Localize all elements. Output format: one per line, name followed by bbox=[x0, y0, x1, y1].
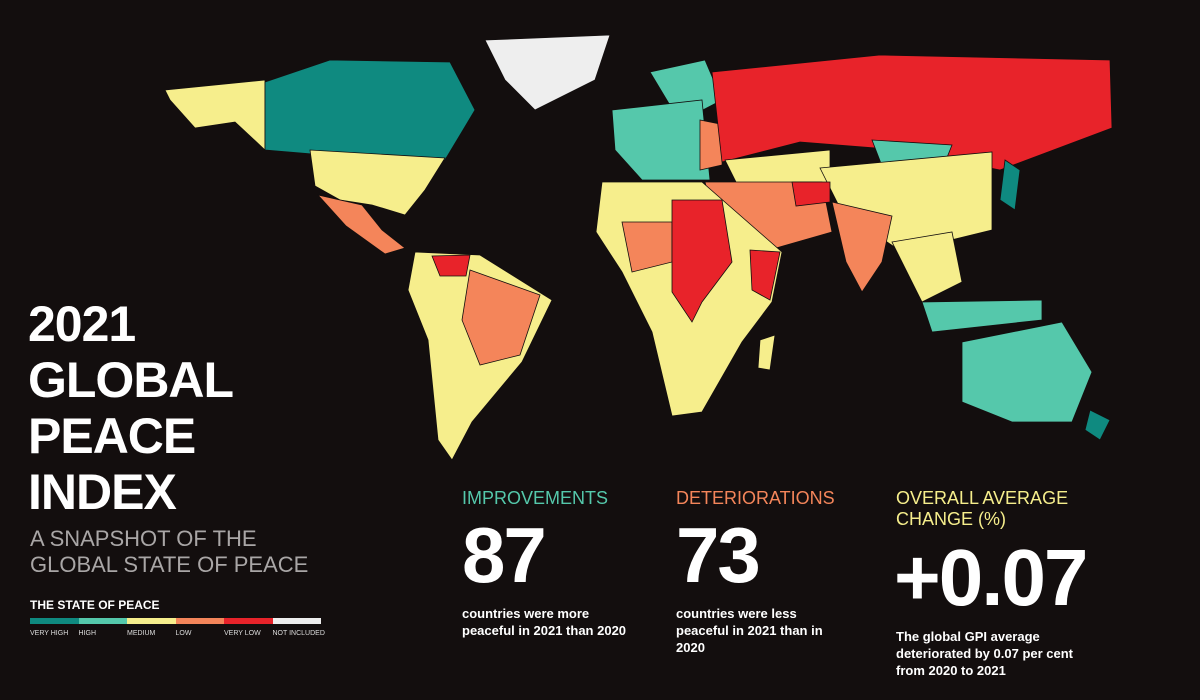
legend-item-high: HIGH bbox=[78, 618, 127, 638]
region-usa bbox=[309, 149, 446, 216]
region-brazil bbox=[461, 269, 541, 366]
legend-label: NOT INCLUDED bbox=[272, 630, 325, 637]
stat-heading: DETERIORATIONS bbox=[676, 488, 835, 508]
region-australia bbox=[961, 321, 1093, 423]
legend-label: HIGH bbox=[78, 630, 97, 637]
legend-title: THE STATE OF PEACE bbox=[30, 598, 160, 612]
region-japan bbox=[999, 159, 1021, 211]
legend-swatch bbox=[127, 618, 176, 624]
stat-improvements: IMPROVEMENTS 87 countries were more peac… bbox=[462, 488, 632, 639]
stat-heading: IMPROVEMENTS bbox=[462, 488, 609, 508]
stat-value: +0.07 bbox=[894, 533, 1088, 622]
legend-item-very-low: VERY LOW bbox=[224, 618, 273, 638]
legend-label: VERY LOW bbox=[224, 630, 261, 637]
subtitle-line: GLOBAL STATE OF PEACE bbox=[30, 552, 309, 577]
subtitle: A SNAPSHOT OF THE GLOBAL STATE OF PEACE bbox=[30, 526, 308, 578]
region-indonesia bbox=[921, 299, 1043, 333]
region-afghanistan bbox=[791, 181, 831, 207]
region-russia bbox=[711, 54, 1113, 171]
stat-overall-change: OVERALL AVERAGE CHANGE (%) +0.07 The glo… bbox=[894, 488, 1088, 679]
region-greenland bbox=[484, 34, 611, 111]
legend-item-medium: MEDIUM bbox=[127, 618, 176, 638]
legend-item-low: LOW bbox=[175, 618, 224, 638]
region-somalia bbox=[749, 249, 781, 301]
region-new-zealand bbox=[1084, 409, 1111, 441]
region-mexico-central-america bbox=[316, 194, 406, 255]
region-madagascar bbox=[757, 334, 776, 371]
legend-swatch bbox=[78, 618, 127, 624]
region-india bbox=[831, 201, 893, 293]
region-alaska bbox=[164, 79, 266, 151]
subtitle-line: A SNAPSHOT OF THE bbox=[30, 526, 257, 551]
legend-swatch bbox=[30, 618, 79, 624]
stat-value: 73 bbox=[676, 511, 761, 599]
stat-description: countries were more peaceful in 2021 tha… bbox=[462, 605, 627, 638]
legend-label: MEDIUM bbox=[127, 630, 156, 637]
stat-deteriorations: DETERIORATIONS 73 countries were less pe… bbox=[676, 488, 846, 656]
legend: VERY HIGH HIGH MEDIUM LOW VERY LOW NOT INCLUD… bbox=[30, 618, 325, 638]
title-line: GLOBAL bbox=[28, 352, 234, 408]
title-line: PEACE bbox=[28, 408, 196, 464]
stat-value: 87 bbox=[462, 511, 547, 599]
region-europe bbox=[611, 99, 711, 181]
title-line: 2021 bbox=[28, 296, 136, 352]
title-line: INDEX bbox=[28, 464, 177, 520]
legend-item-not-included: NOT INCLUDED bbox=[272, 618, 325, 638]
region-southeast-asia bbox=[891, 231, 963, 303]
legend-swatch bbox=[224, 618, 273, 624]
legend-swatch bbox=[272, 618, 321, 624]
page-title: 2021 GLOBAL PEACE INDEX bbox=[28, 296, 234, 520]
stat-heading: OVERALL AVERAGE CHANGE (%) bbox=[896, 488, 1069, 529]
stat-description: The global GPI average deteriorated by 0… bbox=[896, 629, 1074, 678]
legend-label: VERY HIGH bbox=[30, 630, 69, 637]
stat-description: countries were less peaceful in 2021 tha… bbox=[676, 605, 823, 655]
legend-item-very-high: VERY HIGH bbox=[30, 618, 79, 638]
legend-swatch bbox=[175, 618, 224, 624]
region-sudan-drc bbox=[671, 199, 733, 323]
region-canada bbox=[264, 59, 476, 179]
region-venezuela bbox=[431, 254, 471, 277]
world-peace-map bbox=[164, 34, 1113, 461]
legend-label: LOW bbox=[175, 630, 192, 637]
